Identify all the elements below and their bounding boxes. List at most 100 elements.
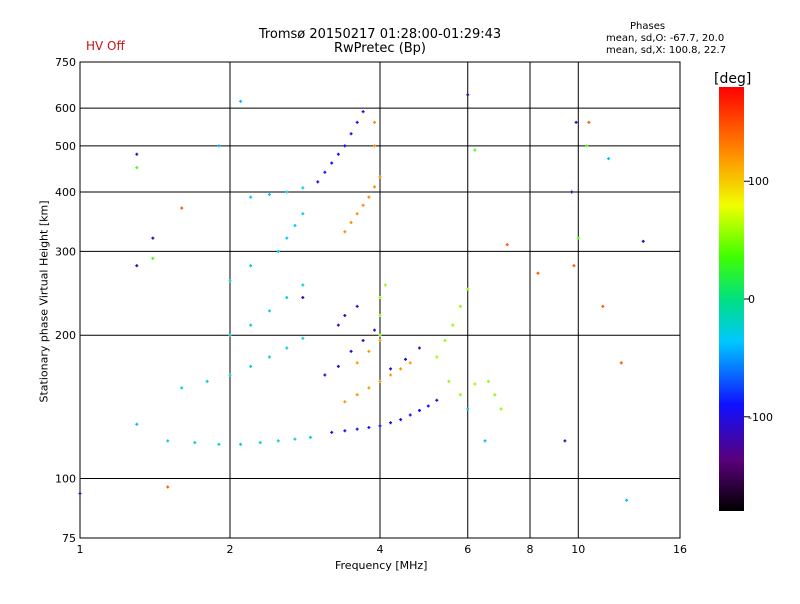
data-point: [239, 442, 243, 446]
data-point: [135, 166, 139, 170]
data-point: [301, 336, 305, 340]
data-point: [249, 364, 253, 368]
data-point: [408, 361, 412, 365]
data-point: [276, 439, 280, 443]
y-axis-ticks: 75 100 200 300 400 500 600 750: [55, 56, 76, 545]
data-point: [499, 407, 503, 411]
data-point: [217, 144, 221, 148]
data-point: [367, 425, 371, 429]
y-tick-label: 300: [55, 245, 76, 258]
data-point: [601, 304, 605, 308]
data-point: [301, 212, 305, 216]
data-point: [249, 323, 253, 327]
data-point: [403, 357, 407, 361]
data-point: [205, 379, 209, 383]
data-point: [570, 190, 574, 194]
data-point: [378, 333, 382, 337]
data-point: [399, 418, 403, 422]
data-point: [378, 296, 382, 300]
data-point: [473, 148, 477, 152]
data-point: [316, 180, 320, 184]
data-point: [349, 132, 353, 136]
data-point: [343, 429, 347, 433]
data-points: [78, 93, 645, 502]
data-point: [343, 400, 347, 404]
x-tick-label: 6: [464, 543, 471, 556]
phases-heading: Phases: [630, 21, 666, 32]
colorbar: [719, 87, 744, 511]
data-point: [135, 264, 139, 268]
data-point: [493, 393, 497, 397]
data-point: [267, 355, 271, 359]
data-point: [276, 249, 280, 253]
data-point: [563, 439, 567, 443]
data-point: [361, 110, 365, 114]
data-point: [135, 152, 139, 156]
data-point: [505, 243, 509, 247]
data-point: [228, 279, 232, 283]
data-point: [239, 99, 243, 103]
data-point: [367, 386, 371, 390]
data-point: [258, 441, 262, 445]
data-point: [180, 386, 184, 390]
data-point: [301, 186, 305, 190]
colorbar-ticks: 100 0 -100: [744, 175, 773, 424]
data-point: [323, 373, 327, 377]
data-point: [458, 393, 462, 397]
data-point: [301, 283, 305, 287]
data-point: [367, 195, 371, 199]
data-point: [336, 152, 340, 156]
data-point: [408, 413, 412, 417]
data-point: [308, 435, 312, 439]
data-point: [373, 185, 377, 189]
data-point: [355, 361, 359, 365]
data-point: [285, 296, 289, 300]
data-point: [228, 373, 232, 377]
data-point: [343, 314, 347, 318]
phases-x-stats: mean, sd,X: 100.8, 22.7: [606, 45, 727, 56]
data-point: [585, 144, 589, 148]
data-point: [458, 304, 462, 308]
data-point: [349, 349, 353, 353]
data-point: [447, 379, 451, 383]
grid-lines: [80, 62, 680, 538]
data-point: [466, 407, 470, 411]
y-tick-label: 500: [55, 140, 76, 153]
data-point: [323, 170, 327, 174]
data-point: [378, 175, 382, 179]
data-point: [587, 120, 591, 124]
data-point: [576, 236, 580, 240]
data-point: [217, 442, 221, 446]
y-tick-label: 600: [55, 102, 76, 115]
data-point: [389, 421, 393, 425]
y-axis-label: Stationary phase Virtual Height [km]: [37, 200, 51, 403]
data-point: [367, 349, 371, 353]
data-point: [343, 144, 347, 148]
data-point: [619, 361, 623, 365]
data-point: [355, 304, 359, 308]
data-point: [228, 333, 232, 337]
x-tick-label: 8: [527, 543, 534, 556]
data-point: [355, 393, 359, 397]
data-point: [572, 264, 576, 268]
data-point: [361, 203, 365, 207]
data-point: [426, 404, 430, 408]
data-point: [78, 492, 82, 496]
data-point: [443, 338, 447, 342]
y-tick-label: 750: [55, 56, 76, 69]
data-point: [355, 212, 359, 216]
data-point: [249, 264, 253, 268]
data-point: [301, 296, 305, 300]
x-tick-label: 4: [377, 543, 384, 556]
data-point: [378, 314, 382, 318]
data-point: [417, 346, 421, 350]
phases-o-stats: mean, sd,O: -67.7, 20.0: [606, 33, 725, 44]
data-point: [151, 236, 155, 240]
data-point: [166, 439, 170, 443]
data-point: [193, 441, 197, 445]
data-point: [267, 309, 271, 313]
colorbar-tick-label: -100: [748, 411, 773, 424]
data-point: [607, 157, 611, 161]
data-point: [373, 120, 377, 124]
